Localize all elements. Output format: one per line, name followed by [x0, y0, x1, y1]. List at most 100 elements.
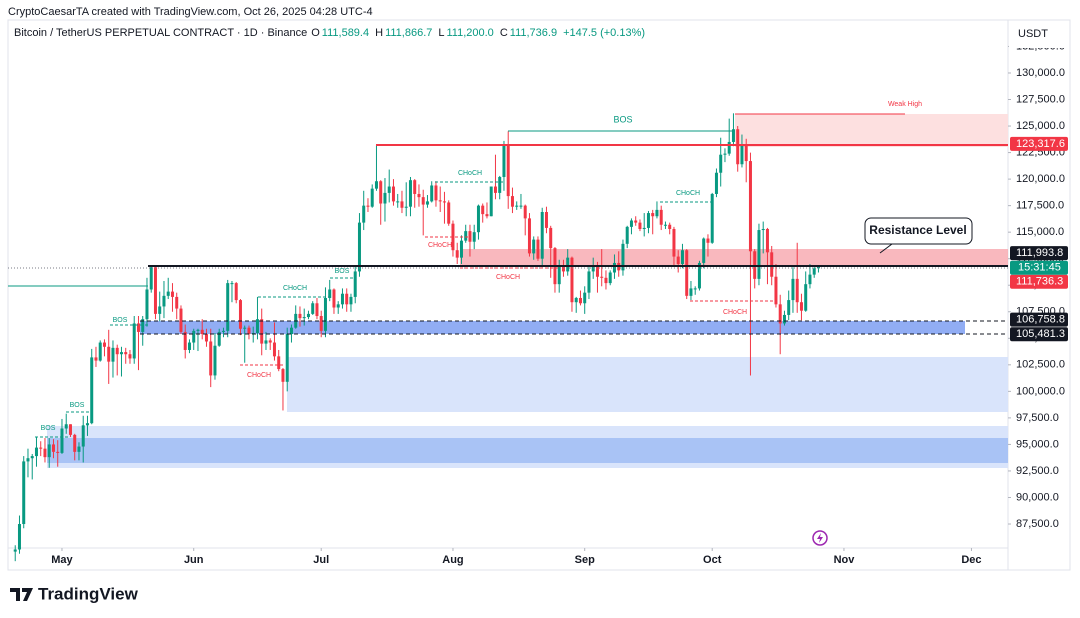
- candle-body: [583, 292, 587, 304]
- choch-label: CHoCH: [428, 242, 452, 249]
- candle-body: [302, 317, 306, 319]
- candle-body: [387, 186, 391, 193]
- y-tick-label: 130,000.0: [1016, 67, 1065, 79]
- candle-body: [808, 274, 812, 285]
- price-labels: 123,317.6 111,993.8 111,736.3 106,758.8 105,…: [1010, 136, 1068, 342]
- candle-body: [744, 144, 748, 162]
- candle-body: [251, 332, 255, 335]
- candle-body: [719, 154, 723, 173]
- candle-body: [141, 319, 145, 332]
- candle-body: [162, 295, 166, 307]
- demand-zone-inner: [47, 438, 1008, 463]
- candle-body: [625, 226, 629, 244]
- candle-body: [451, 223, 455, 251]
- ohlc-prefix: O: [311, 27, 320, 39]
- lightning-icon: [812, 530, 828, 546]
- icon-bolt: [817, 533, 823, 543]
- candle-body: [349, 296, 353, 305]
- candle-body: [663, 224, 667, 226]
- candle-body: [438, 200, 442, 202]
- y-tick-label: 122,500.0: [1016, 146, 1065, 158]
- candle-body: [230, 283, 234, 285]
- weak-high-label: Weak High: [888, 101, 922, 108]
- countdown-label: 15:31:45: [1018, 262, 1061, 274]
- candle-body: [476, 205, 480, 233]
- candle-body: [655, 209, 659, 217]
- candle-body: [455, 250, 459, 258]
- candle-body: [124, 352, 128, 355]
- candle-body: [264, 340, 268, 344]
- icon-circle: [812, 530, 828, 546]
- candle-body: [740, 144, 744, 165]
- price-label-box: [1010, 136, 1068, 151]
- candle-body: [629, 220, 633, 227]
- candle-body: [68, 424, 72, 435]
- price-label-box: [1010, 312, 1068, 327]
- candle-body: [136, 323, 140, 332]
- candle-body: [145, 289, 149, 320]
- candle-body: [158, 306, 162, 314]
- candle-body: [736, 129, 740, 165]
- candle-body: [668, 224, 672, 229]
- candle-body: [816, 266, 820, 269]
- candle-body: [366, 205, 370, 207]
- candle-body: [39, 447, 43, 449]
- y-tick-label: 107,500.0: [1016, 306, 1065, 318]
- price-label: 111,993.8: [1016, 247, 1063, 259]
- candle-body: [434, 185, 438, 201]
- candle-body: [727, 141, 731, 154]
- candle-body: [77, 446, 81, 452]
- bos-label: BOS: [113, 317, 128, 324]
- candle-body: [289, 327, 293, 335]
- candle-body: [370, 188, 374, 207]
- ohlc-value: 111,866.7: [385, 27, 433, 39]
- candle-body: [646, 213, 650, 228]
- candle-body: [294, 313, 298, 328]
- candle-body: [311, 303, 315, 314]
- candles: [13, 113, 820, 562]
- candle-body: [804, 284, 808, 311]
- candle-body: [187, 342, 191, 350]
- ohlc-prefix: H: [375, 27, 384, 39]
- candle-body: [353, 271, 357, 297]
- candle-body: [634, 220, 638, 223]
- candle-body: [697, 262, 701, 289]
- candle-body: [570, 257, 574, 303]
- bos-label: BOS: [613, 114, 632, 124]
- bos-label: BOS: [41, 425, 56, 432]
- candle-body: [200, 329, 204, 335]
- candle-body: [549, 227, 553, 249]
- candle-body: [81, 425, 85, 447]
- candle-body: [56, 451, 60, 453]
- candle-body: [638, 222, 642, 229]
- candle-body: [765, 228, 769, 253]
- candle-body: [234, 283, 238, 301]
- candle-body: [799, 302, 803, 311]
- candle-body: [651, 213, 655, 217]
- price-label: 105,481.3: [1016, 328, 1065, 340]
- candle-body: [481, 205, 485, 215]
- candle-body: [128, 354, 132, 359]
- callout-text: Resistance Level: [869, 223, 966, 237]
- countdown-box: [1010, 260, 1068, 275]
- y-tick-label: 105,000.0: [1016, 332, 1065, 344]
- candle-body: [73, 434, 77, 452]
- candle-body: [600, 276, 604, 278]
- candle-body: [421, 197, 425, 205]
- ohlc-value: 111,736.9: [509, 27, 558, 39]
- candle-body: [493, 186, 497, 193]
- candle-body: [175, 296, 179, 309]
- candle-body: [319, 316, 323, 331]
- candle-body: [498, 176, 502, 193]
- demand-zone: [287, 357, 1008, 412]
- candle-body: [94, 357, 98, 361]
- choch-label: CHoCH: [283, 285, 307, 292]
- candle-body: [391, 186, 395, 202]
- x-tick-label: Nov: [834, 554, 856, 566]
- candle-body: [306, 313, 310, 318]
- candle-body: [672, 228, 676, 257]
- candle-body: [111, 347, 115, 362]
- candle-body: [604, 277, 608, 284]
